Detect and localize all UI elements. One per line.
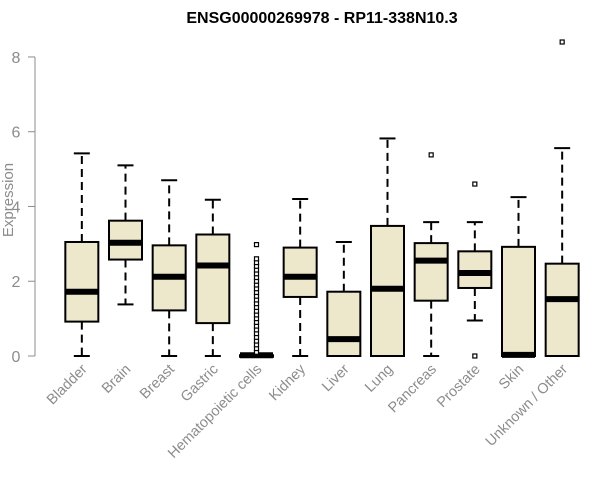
x-tick-label: Skin bbox=[496, 362, 527, 393]
y-axis: 0 2 4 6 8 bbox=[12, 50, 36, 366]
box-hematopoietic-cells bbox=[239, 242, 274, 359]
x-tick-label: Pancreas bbox=[385, 362, 440, 417]
chart-title: ENSG00000269978 - RP11-338N10.3 bbox=[186, 10, 457, 27]
x-tick-label: Lung bbox=[362, 362, 396, 396]
box-iqr bbox=[64, 240, 100, 323]
box-iqr bbox=[544, 262, 580, 357]
box-iqr bbox=[282, 246, 318, 298]
y-tick-label: 2 bbox=[12, 274, 21, 291]
box-gastric bbox=[195, 198, 231, 357]
x-tick-label: Prostate bbox=[434, 362, 483, 411]
outlier-point bbox=[428, 152, 434, 158]
box-lung bbox=[370, 137, 405, 357]
outlier-point bbox=[472, 353, 478, 359]
x-tick-label: Liver bbox=[319, 361, 353, 395]
outlier-point bbox=[472, 181, 478, 187]
box-iqr bbox=[501, 245, 536, 358]
box-liver bbox=[326, 240, 362, 358]
x-tick-label: Kidney bbox=[266, 361, 309, 404]
outlier-point bbox=[559, 39, 565, 45]
box-iqr bbox=[195, 233, 231, 325]
outlier-point bbox=[253, 242, 260, 248]
x-tick-label: Brain bbox=[99, 362, 134, 397]
box-iqr bbox=[457, 250, 493, 289]
box-iqr bbox=[326, 290, 362, 358]
box-pancreas bbox=[413, 152, 449, 357]
outlier-point bbox=[253, 256, 260, 262]
box-brain bbox=[108, 164, 143, 306]
y-tick-label: 6 bbox=[12, 125, 21, 142]
box-bladder bbox=[64, 152, 100, 357]
box-skin bbox=[501, 196, 536, 358]
x-tick-label: Breast bbox=[137, 362, 178, 403]
y-tick-label: 8 bbox=[12, 50, 21, 67]
x-tick-label: Gastric bbox=[178, 362, 222, 406]
box-kidney bbox=[282, 198, 318, 357]
box-series bbox=[64, 39, 580, 359]
box-unknown-other bbox=[544, 39, 580, 357]
x-tick-label: Unknown / Other bbox=[483, 361, 571, 449]
box-breast bbox=[151, 179, 187, 357]
x-tick-label: Bladder bbox=[44, 361, 91, 408]
y-tick-label: 0 bbox=[12, 349, 21, 366]
box-iqr bbox=[413, 242, 449, 302]
y-axis-label: Expression bbox=[0, 163, 17, 237]
box-prostate bbox=[457, 181, 493, 359]
y-tick-label: 4 bbox=[12, 199, 21, 216]
